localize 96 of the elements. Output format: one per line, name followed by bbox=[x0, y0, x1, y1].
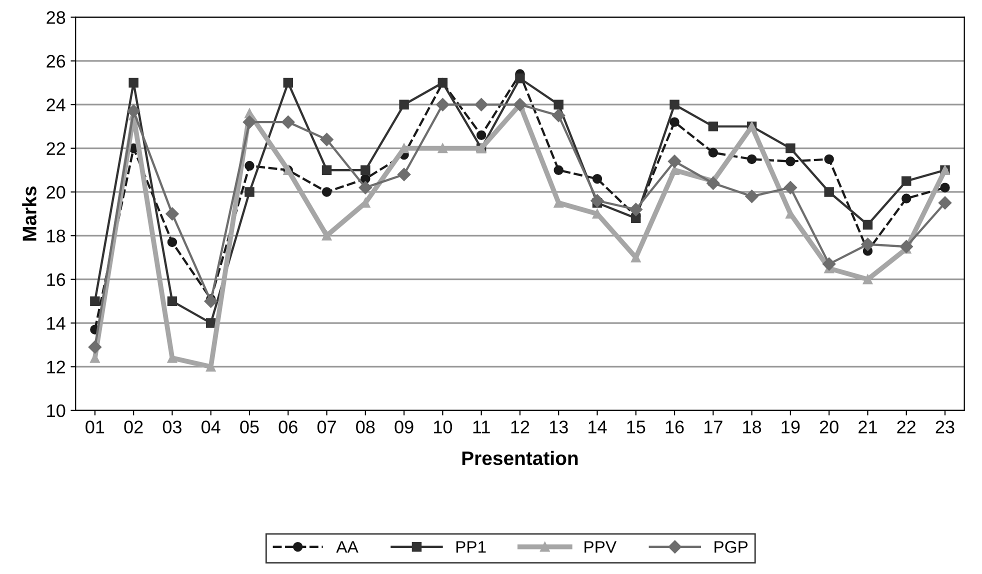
point bbox=[167, 296, 178, 306]
x-tick-label: 06 bbox=[278, 420, 298, 434]
y-tick-label: 24 bbox=[46, 98, 66, 112]
point bbox=[436, 98, 450, 112]
point bbox=[824, 187, 834, 197]
x-tick-label: 02 bbox=[124, 420, 143, 434]
point bbox=[552, 108, 566, 122]
point bbox=[397, 168, 411, 182]
x-tick-label: 10 bbox=[434, 420, 452, 434]
point bbox=[706, 176, 720, 190]
point bbox=[940, 182, 950, 192]
y-tick-label: 28 bbox=[46, 11, 66, 24]
y-tick-label: 26 bbox=[46, 54, 66, 68]
x-tick-label: 15 bbox=[627, 420, 646, 434]
y-tick-label: 10 bbox=[47, 404, 66, 418]
point bbox=[668, 154, 682, 168]
point bbox=[126, 104, 140, 118]
x-tick-label: 05 bbox=[240, 420, 259, 434]
point bbox=[244, 160, 254, 171]
point bbox=[128, 78, 138, 88]
point bbox=[592, 174, 602, 184]
y-tick-label: 14 bbox=[47, 317, 66, 330]
x-tick-label: 23 bbox=[936, 420, 954, 434]
y-tick-label: 16 bbox=[47, 273, 66, 286]
point bbox=[746, 154, 757, 164]
point bbox=[206, 318, 216, 328]
x-tick-label: 08 bbox=[356, 420, 375, 434]
point bbox=[399, 100, 409, 110]
x-tick-label: 04 bbox=[202, 420, 220, 434]
point bbox=[745, 190, 758, 203]
point bbox=[204, 294, 218, 308]
point bbox=[670, 100, 680, 110]
legend-label: AA bbox=[336, 541, 358, 553]
x-tick-label: 07 bbox=[317, 420, 336, 434]
point bbox=[166, 207, 179, 220]
point bbox=[360, 165, 370, 175]
point bbox=[554, 165, 564, 175]
point bbox=[554, 198, 564, 208]
x-tick-label: 20 bbox=[820, 420, 838, 434]
point bbox=[631, 252, 641, 262]
point bbox=[784, 181, 798, 194]
point bbox=[902, 176, 912, 186]
x-tick-label: 01 bbox=[86, 420, 104, 434]
point bbox=[358, 181, 372, 194]
point bbox=[474, 98, 488, 112]
point bbox=[244, 187, 254, 197]
x-tick-label: 14 bbox=[588, 420, 607, 434]
x-tick-label: 19 bbox=[782, 420, 800, 434]
point bbox=[629, 202, 642, 216]
point bbox=[320, 132, 334, 146]
point bbox=[670, 117, 680, 127]
point bbox=[167, 237, 178, 248]
y-tick-label: 22 bbox=[46, 142, 65, 155]
y-tick-label: 20 bbox=[46, 186, 66, 199]
point bbox=[902, 194, 912, 204]
point bbox=[322, 187, 332, 197]
point bbox=[282, 115, 295, 129]
y-axis-title: Marks bbox=[22, 186, 36, 241]
point bbox=[90, 296, 100, 306]
y-tick-label: 12 bbox=[47, 360, 65, 374]
point bbox=[786, 143, 796, 154]
x-tick-label: 09 bbox=[394, 420, 414, 434]
point bbox=[862, 274, 873, 284]
point bbox=[822, 257, 836, 271]
point bbox=[861, 238, 874, 251]
point bbox=[283, 78, 293, 88]
point bbox=[515, 74, 525, 84]
point bbox=[88, 340, 102, 354]
point bbox=[862, 220, 873, 230]
point bbox=[322, 165, 332, 175]
legend-label: PP1 bbox=[456, 541, 486, 553]
point bbox=[476, 130, 486, 140]
point bbox=[786, 156, 796, 166]
x-axis-title: Presentation bbox=[462, 450, 578, 466]
point bbox=[708, 148, 718, 158]
x-tick-label: 18 bbox=[743, 420, 762, 434]
x-tick-label: 22 bbox=[897, 420, 916, 434]
point bbox=[590, 194, 604, 208]
x-tick-label: 17 bbox=[704, 420, 722, 434]
point bbox=[824, 154, 834, 164]
y-tick-label: 18 bbox=[47, 230, 66, 242]
point bbox=[242, 115, 256, 129]
x-tick-label: 13 bbox=[550, 420, 568, 434]
x-tick-label: 21 bbox=[858, 420, 877, 434]
point bbox=[322, 230, 332, 241]
point bbox=[708, 122, 718, 132]
x-tick-label: 11 bbox=[473, 420, 490, 434]
legend-label: PGP bbox=[714, 541, 748, 553]
point bbox=[938, 196, 952, 210]
x-tick-label: 16 bbox=[666, 420, 684, 434]
point bbox=[438, 143, 448, 154]
x-tick-label: 12 bbox=[511, 420, 530, 434]
point bbox=[900, 240, 913, 254]
x-tick-label: 03 bbox=[162, 420, 182, 434]
point bbox=[554, 100, 564, 110]
legend-label: PPV bbox=[584, 541, 617, 553]
